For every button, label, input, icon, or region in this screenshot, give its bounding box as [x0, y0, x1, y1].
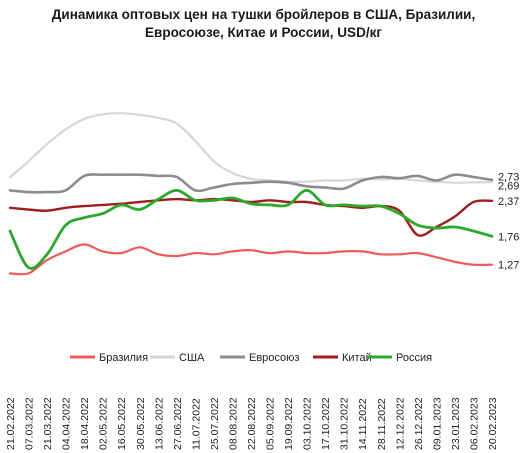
series-line-brazil	[8, 243, 494, 276]
x-tick-label: 14.11.2022	[357, 398, 369, 450]
series-line-russia	[8, 189, 494, 270]
chart-title-line-2: Евросоюзе, Китае и России, USD/кг	[145, 25, 382, 40]
legend-item: Россия	[367, 352, 432, 364]
series-line-eu	[8, 173, 494, 194]
legend-item: Китай	[313, 352, 372, 364]
x-tick-label: 11.07.2022	[190, 398, 202, 450]
end-value-label: 2,69	[498, 181, 519, 193]
legend-item: Бразилия	[70, 352, 148, 364]
x-tick-label: 16.05.2022	[116, 397, 128, 450]
x-tick-label: 22.08.2022	[246, 397, 258, 450]
legend-label: Китай	[342, 352, 372, 364]
x-tick-label: 08.08.2022	[228, 397, 240, 450]
x-tick-label: 12.12.2022	[394, 397, 406, 450]
legend-label: Россия	[396, 352, 432, 364]
x-tick-label: 05.09.2022	[265, 397, 277, 450]
x-tick-label: 26.12.2022	[413, 397, 425, 450]
end-value-label: 1,76	[498, 231, 519, 243]
end-value-label: 2,73	[498, 172, 519, 184]
series-line-usa	[8, 112, 494, 184]
legend-label: Евросоюз	[249, 352, 299, 364]
x-tick-label: 06.02.2023	[469, 397, 481, 450]
x-axis: 21.02.2022 07.03.2022 21.03.2022 04.04.2022…	[5, 397, 499, 450]
x-tick-label: 21.03.2022	[42, 397, 54, 450]
legend-label: Бразилия	[99, 352, 148, 364]
x-tick-label: 07.03.2022	[24, 397, 36, 450]
x-tick-label: 17.10.2022	[320, 397, 332, 450]
legend-item: Евросоюз	[220, 352, 299, 364]
x-tick-label: 20.02.2023	[487, 397, 499, 450]
x-tick-label: 19.09.2022	[283, 397, 295, 450]
x-tick-label: 31.10.2022	[339, 397, 351, 450]
x-tick-label: 02.05.2022	[98, 397, 110, 450]
x-tick-label: 25.07.2022	[209, 397, 221, 450]
x-tick-label: 03.10.2022	[302, 397, 314, 450]
series-layer	[8, 112, 494, 276]
x-tick-label: 18.04.2022	[79, 397, 91, 450]
x-tick-label: 21.02.2022	[5, 397, 17, 450]
chart-title-line-1: Динамика оптовых цен на тушки бройлеров …	[51, 7, 476, 22]
x-tick-label: 23.01.2023	[450, 397, 462, 450]
x-tick-label: 09.01.2023	[431, 397, 443, 450]
legend: Бразилия США Евросоюз Китай Россия	[70, 352, 432, 364]
series-line-china	[8, 197, 494, 237]
x-tick-label: 13.06.2022	[153, 397, 165, 450]
x-tick-label: 30.05.2022	[135, 397, 147, 450]
end-value-label: 1,27	[498, 260, 519, 272]
x-tick-label: 28.11.2022	[376, 398, 388, 450]
x-tick-label: 27.06.2022	[172, 397, 184, 450]
end-labels: 2,732,69 2,37 1,76 1,27	[498, 172, 519, 272]
chart-title: Динамика оптовых цен на тушки бройлеров …	[0, 6, 527, 42]
x-tick-label: 04.04.2022	[61, 397, 73, 450]
legend-item: США	[150, 352, 205, 364]
end-value-label: 2,37	[498, 196, 519, 208]
legend-label: США	[179, 352, 205, 364]
